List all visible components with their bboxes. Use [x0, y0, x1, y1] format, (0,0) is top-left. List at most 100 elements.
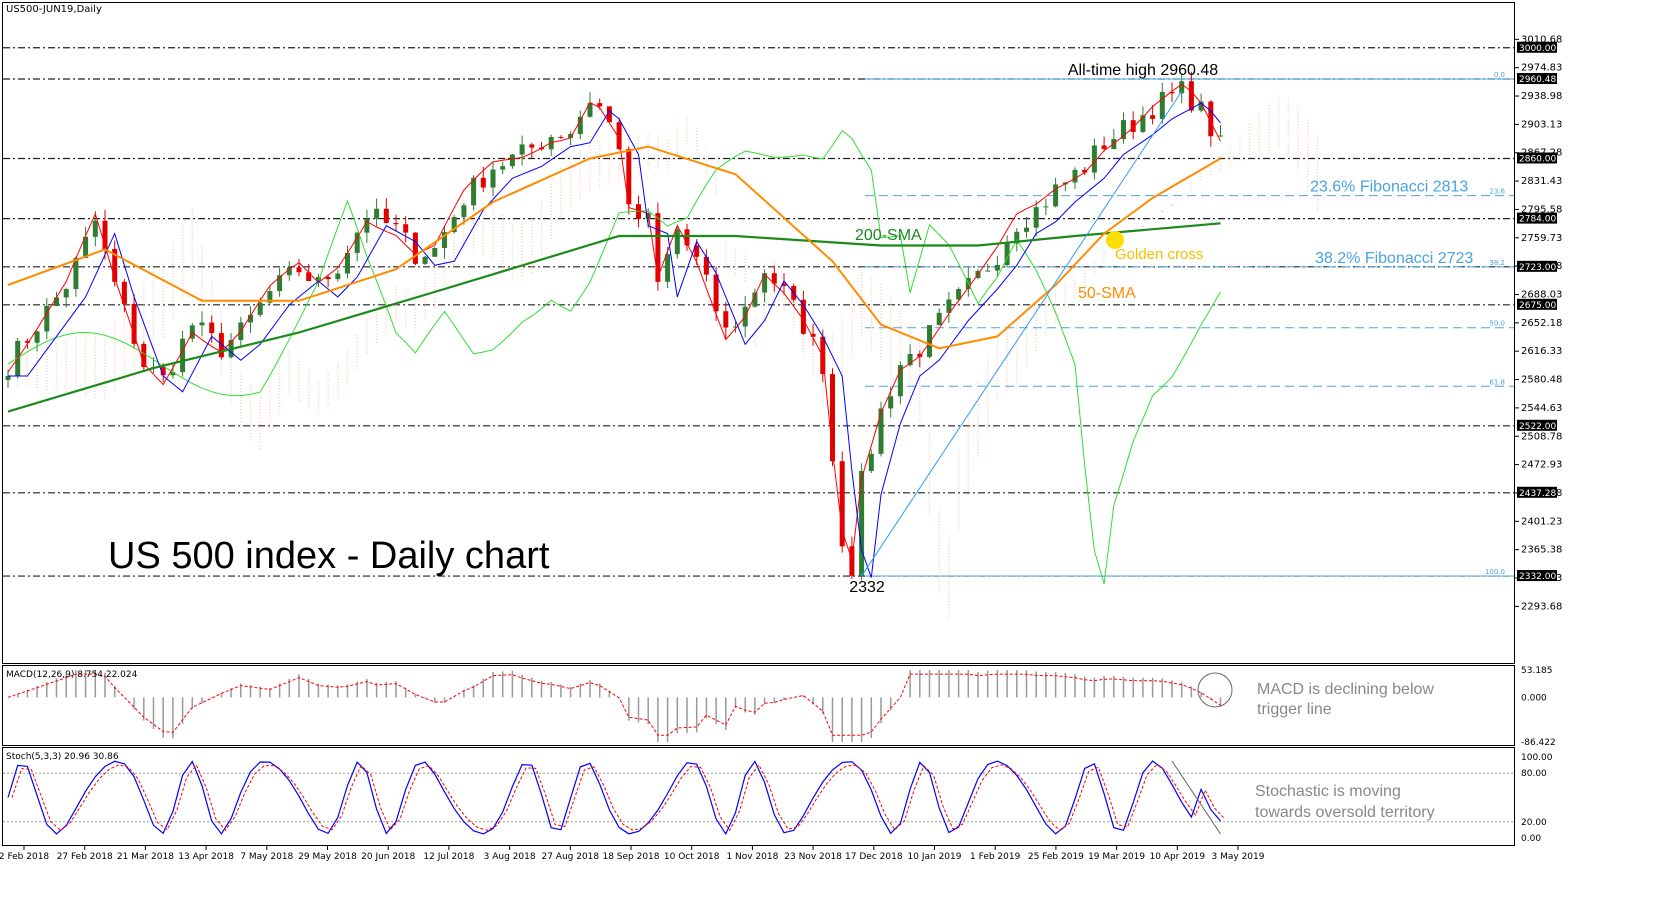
- candle-body: [694, 245, 700, 257]
- candle-body: [131, 303, 137, 344]
- fib-382-label: 38.2% Fibonacci 2723: [1315, 250, 1473, 267]
- candle-body: [1082, 169, 1088, 173]
- candle-body: [703, 256, 709, 275]
- macd-signal-line: [7, 673, 1221, 736]
- stoch-y-label: 80.00: [1521, 769, 1547, 779]
- candle-body: [830, 374, 835, 462]
- candle-body: [927, 325, 932, 357]
- y-tick-label: 2688.03: [1521, 289, 1562, 300]
- candle-body: [1004, 243, 1010, 266]
- candle-body: [626, 149, 632, 205]
- candle-body: [170, 372, 176, 376]
- candle-body: [34, 331, 40, 343]
- candle-body: [24, 340, 30, 343]
- macd-annotation: MACD is declining below trigger line: [1257, 681, 1434, 718]
- candle-body: [490, 169, 496, 188]
- candle-body: [199, 322, 205, 326]
- fib-ratio-label: 100.0: [1485, 568, 1505, 576]
- y-tick-label: 2365.38: [1521, 545, 1562, 556]
- candle-body: [461, 205, 467, 218]
- candle-body: [325, 277, 331, 280]
- candle-body: [335, 273, 341, 280]
- candle-body: [568, 134, 574, 138]
- candle-body: [519, 144, 525, 155]
- candle-body: [1091, 145, 1097, 173]
- candle-body: [1101, 145, 1107, 149]
- golden-cross-label: Golden cross: [1115, 246, 1203, 263]
- candle-body: [354, 232, 360, 253]
- x-tick-label: 3 Aug 2018: [484, 852, 536, 862]
- candle-body: [422, 256, 428, 264]
- candle-body: [771, 273, 777, 284]
- instrument-label: US500-JUN19,Daily: [6, 4, 102, 15]
- trend-line: [861, 90, 1183, 577]
- candle-body: [286, 267, 292, 276]
- candle-body: [994, 265, 1000, 271]
- sma50-label: 50-SMA: [1078, 285, 1136, 302]
- price-tag: [1517, 73, 1557, 85]
- y-tick-label: 2472.93: [1521, 460, 1562, 471]
- y-tick-label: 2616.33: [1521, 346, 1562, 357]
- candle-body: [1169, 92, 1175, 94]
- candle-body: [936, 312, 942, 326]
- candle-body: [364, 218, 370, 233]
- y-tick-label: 2544.63: [1521, 403, 1562, 414]
- x-tick-label: 20 Jun 2018: [361, 852, 415, 862]
- candle-body: [442, 232, 447, 248]
- y-tick-label: 2401.23: [1521, 516, 1562, 527]
- candle-body: [1198, 101, 1204, 111]
- candle-body: [500, 166, 506, 170]
- sma200-label: 200-SMA: [855, 227, 922, 244]
- all-time-high-label: All-time high 2960.48: [1068, 62, 1218, 79]
- candle-body: [1159, 92, 1165, 119]
- macd-y-label: 0.000: [1521, 693, 1547, 703]
- stoch-label: Stoch(5,3,3) 20.96 30.86: [6, 752, 119, 762]
- price-tag: [1517, 486, 1557, 498]
- price-tag-label: 3000.00: [1519, 44, 1556, 54]
- candle-body: [180, 338, 186, 373]
- golden-cross-marker: [1106, 231, 1124, 249]
- candle-body: [83, 236, 89, 258]
- y-tick-label: 2795.58: [1521, 204, 1562, 215]
- price-tag-label: 2332.00: [1519, 572, 1556, 582]
- sma50-line: [7, 145, 1222, 350]
- candle-body: [383, 208, 389, 224]
- price-tag-label: 2784.00: [1519, 215, 1556, 225]
- x-tick-label: 21 Mar 2018: [117, 852, 174, 862]
- candle-body: [480, 177, 486, 188]
- candle-body: [393, 223, 399, 225]
- candle-body: [597, 103, 603, 107]
- candle-body: [1072, 169, 1078, 183]
- candle-body: [529, 144, 535, 148]
- x-tick-label: 3 May 2019: [1212, 852, 1265, 862]
- x-tick-label: 7 May 2018: [240, 852, 293, 862]
- y-tick-label: 2759.73: [1521, 233, 1562, 244]
- stoch-panel-frame: [2, 747, 1515, 846]
- candle-body: [112, 249, 118, 282]
- price-tag-label: 2675.00: [1519, 301, 1556, 311]
- candle-body: [781, 283, 787, 286]
- sma200-line: [7, 222, 1221, 413]
- candle-body: [946, 299, 952, 313]
- candle-body: [218, 333, 224, 358]
- main-panel-frame: [2, 2, 1515, 664]
- candle-body: [209, 322, 215, 334]
- candle-body: [1179, 81, 1185, 94]
- candle-body: [1188, 81, 1194, 111]
- candle-body: [44, 305, 50, 332]
- candle-body: [73, 257, 79, 290]
- candle-body: [54, 297, 59, 306]
- fib-ratio-label: 61.8: [1489, 378, 1505, 386]
- stoch-y-label: 20.00: [1521, 818, 1547, 828]
- candle-body: [713, 274, 719, 312]
- price-tag: [1517, 419, 1557, 431]
- x-tick-label: 18 Sep 2018: [602, 852, 659, 862]
- macd-label: MACD(12,26,9) 8.754 22.024: [6, 670, 138, 680]
- stoch-pointer-line: [1171, 760, 1221, 835]
- candle-body: [558, 137, 564, 139]
- candle-body: [1150, 115, 1156, 119]
- candle-body: [868, 453, 874, 471]
- candle-body: [859, 470, 865, 576]
- candle-body: [102, 220, 108, 250]
